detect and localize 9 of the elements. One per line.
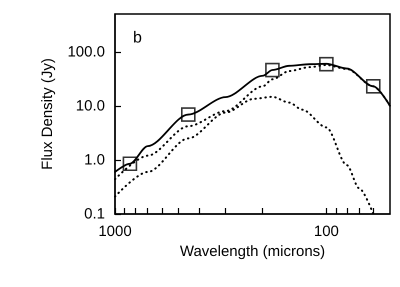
annotation: b bbox=[133, 30, 142, 46]
y-tick-label: 1.0 bbox=[84, 151, 105, 168]
x-axis-title: Wavelength (microns) bbox=[180, 243, 326, 260]
y-tick-label: 100.0 bbox=[67, 43, 105, 60]
x-tick-label: 100 bbox=[314, 223, 339, 240]
y-tick-label: 10.0 bbox=[76, 97, 105, 114]
y-tick-label: 0.1 bbox=[84, 206, 105, 222]
x-tick-label: 1000 bbox=[98, 223, 132, 240]
y-axis-title: Flux Density (Jy) bbox=[39, 58, 56, 170]
